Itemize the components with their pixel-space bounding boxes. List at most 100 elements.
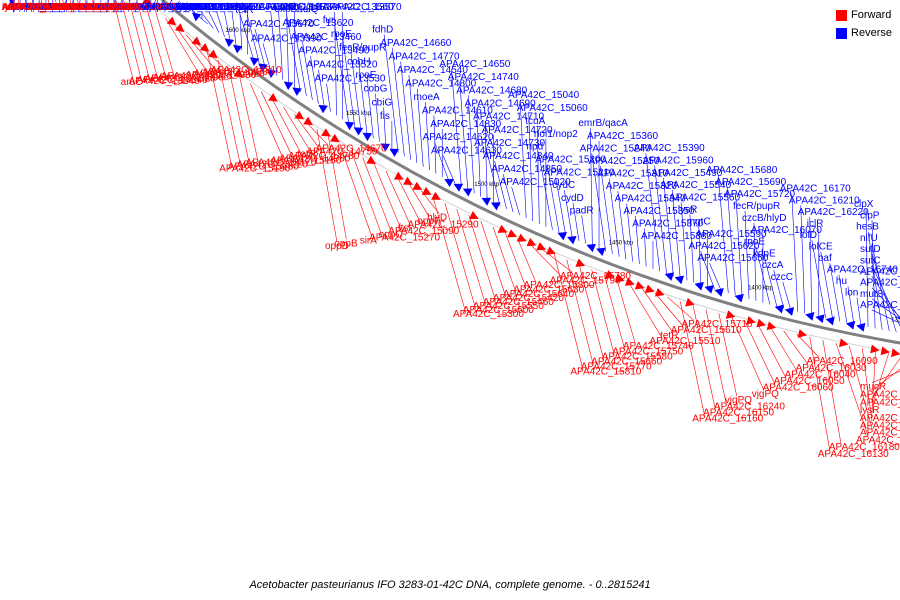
reverse-gene-label: czcC bbox=[771, 272, 793, 283]
reverse-gene-arrow bbox=[490, 202, 501, 211]
forward-gene-label: APA42C_15640 bbox=[503, 289, 574, 300]
gene-leader-line bbox=[201, 11, 214, 29]
tick-label: 1450 kbp bbox=[609, 240, 634, 246]
forward-gene-label: sirA bbox=[360, 235, 378, 246]
gene-leader-line bbox=[679, 301, 705, 415]
forward-gene-label: APA42C_13300 bbox=[2, 2, 73, 13]
forward-gene-arrow bbox=[516, 233, 527, 242]
forward-gene-label: APA42C_13090 bbox=[2, 2, 73, 13]
forward-gene-arrow bbox=[654, 287, 665, 297]
forward-gene-label: cbiD bbox=[81, 2, 101, 13]
forward-gene-label: tetR bbox=[297, 149, 315, 160]
gene-leader-line bbox=[773, 270, 785, 309]
tick-label: 1400 kbp bbox=[748, 286, 773, 292]
reverse-gene-label: ompR bbox=[103, 2, 130, 13]
reverse-gene-label: lysR bbox=[182, 2, 201, 13]
reverse-gene-label: APA42C_15620 bbox=[689, 241, 760, 252]
gene-leader-line bbox=[375, 93, 380, 142]
reverse-gene-label: mutS bbox=[860, 289, 884, 300]
forward-gene-label: APA42C_14810 bbox=[211, 65, 282, 76]
reverse-gene-label: APA42C_15680 bbox=[706, 165, 777, 176]
reverse-gene-label: xdhB bbox=[116, 2, 139, 13]
gene-leader-line bbox=[135, 0, 138, 13]
gene-leader-line bbox=[216, 11, 225, 38]
gene-leader-line bbox=[641, 288, 673, 332]
reverse-gene-label: APA42C_15540 bbox=[660, 180, 731, 191]
reverse-gene-label: APA42C_13570 bbox=[331, 2, 402, 13]
reverse-gene-label: APA42C_13260 bbox=[228, 2, 299, 13]
forward-gene-label: APA42C_15580 bbox=[602, 352, 673, 363]
genome-caption: Acetobacter pasteurianus IFO 3283-01-42C… bbox=[249, 579, 651, 591]
gene-leader-line bbox=[871, 220, 876, 329]
gene-leader-line bbox=[538, 151, 553, 230]
forward-gene-arrow bbox=[634, 281, 645, 290]
gene-leader-line bbox=[128, 0, 149, 76]
reverse-gene-label: APA42C_14620 bbox=[423, 132, 494, 143]
forward-gene-arrow bbox=[412, 181, 423, 190]
gene-leader-line bbox=[432, 196, 466, 310]
gene-leader-line bbox=[120, 0, 141, 77]
reverse-gene-label: lon bbox=[845, 288, 858, 299]
reverse-gene-label: APA42C_13100 bbox=[167, 2, 238, 13]
reverse-gene-label: APA42C_14610 bbox=[422, 105, 493, 116]
forward-gene-label: APA42C_16120 bbox=[856, 435, 900, 446]
forward-gene-label: oppF bbox=[417, 216, 440, 227]
reverse-gene-label: APA42C_13460 bbox=[290, 32, 361, 43]
gene-leader-line bbox=[433, 115, 437, 174]
reverse-gene-label: APA42C_15520 bbox=[2, 2, 73, 13]
reverse-gene-label: APA42C_14770 bbox=[389, 52, 460, 63]
gene-leader-line bbox=[645, 153, 661, 272]
reverse-gene-label: tetR bbox=[197, 2, 215, 13]
forward-gene-label: APA42C_14940 bbox=[161, 71, 232, 82]
reverse-gene-arrow bbox=[567, 236, 577, 245]
reverse-gene-label: APA42C_15850 bbox=[2, 2, 73, 13]
forward-gene-label: APA42C_13470 bbox=[51, 2, 122, 13]
reverse-gene-arrow bbox=[704, 285, 714, 294]
reverse-gene-label: APA42C_16500 bbox=[860, 267, 900, 278]
forward-gene-label: APA42C_13050 bbox=[2, 2, 73, 13]
reverse-gene-label: APA42C_15700 bbox=[2, 2, 73, 13]
reverse-gene-label: czcA bbox=[762, 260, 784, 271]
genome-backbone bbox=[160, 0, 900, 345]
gene-leader-line bbox=[171, 0, 180, 13]
gene-leader-line bbox=[744, 320, 775, 384]
gene-leader-line bbox=[408, 75, 418, 164]
gene-leader-line bbox=[770, 327, 797, 371]
gene-leader-line bbox=[459, 82, 469, 191]
forward-gene-label: APA42C_15660 bbox=[591, 357, 662, 368]
reverse-gene-label: APA42C_14540 bbox=[397, 65, 468, 76]
forward-gene-label: APA42C_16240 bbox=[714, 401, 785, 412]
gene-leader-line bbox=[783, 330, 808, 365]
gene-leader-line bbox=[511, 186, 520, 216]
forward-gene-arrow bbox=[393, 171, 404, 180]
forward-gene-arrow bbox=[330, 133, 340, 143]
forward-gene-arrow bbox=[303, 116, 313, 126]
gene-leader-line bbox=[283, 106, 310, 150]
reverse-gene-label: hesB bbox=[856, 222, 879, 233]
gene-leader-line bbox=[231, 11, 237, 46]
gene-leader-line bbox=[698, 226, 702, 285]
reverse-gene-label: APA42C_16310 bbox=[47, 2, 118, 13]
forward-gene-label: APA42C_16090 bbox=[807, 356, 878, 367]
gene-leader-line bbox=[705, 309, 727, 403]
gene-leader-line bbox=[302, 41, 313, 100]
reverse-gene-label: APA42C_14740 bbox=[448, 72, 519, 83]
gene-leader-line bbox=[629, 283, 662, 337]
reverse-gene-label: APA42C_14490 bbox=[2, 2, 73, 13]
reverse-gene-label: APA42C_15830 bbox=[2, 2, 73, 13]
reverse-gene-label: APA42C_15450 bbox=[2, 2, 73, 13]
forward-gene-arrow bbox=[756, 318, 766, 328]
forward-gene-label: APA42C_13220 bbox=[2, 2, 73, 13]
reverse-gene-label: APA42C_15650 bbox=[697, 253, 768, 264]
reverse-gene-label: APA42C_15040 bbox=[508, 90, 579, 101]
reverse-gene-label: fecR/pupR bbox=[733, 201, 780, 212]
gene-leader-line bbox=[731, 316, 764, 391]
forward-gene-label: APA42C_14640 bbox=[137, 75, 208, 86]
forward-gene-label: APA42C_15710 bbox=[682, 319, 753, 330]
reverse-gene-arrow bbox=[389, 148, 400, 157]
forward-gene-label: APA42C_15600 bbox=[463, 305, 534, 316]
gene-leader-line bbox=[270, 11, 278, 76]
gene-leader-line bbox=[519, 100, 527, 219]
gene-leader-line bbox=[194, 11, 197, 16]
reverse-gene-label: APA42C_15210 bbox=[544, 167, 615, 178]
